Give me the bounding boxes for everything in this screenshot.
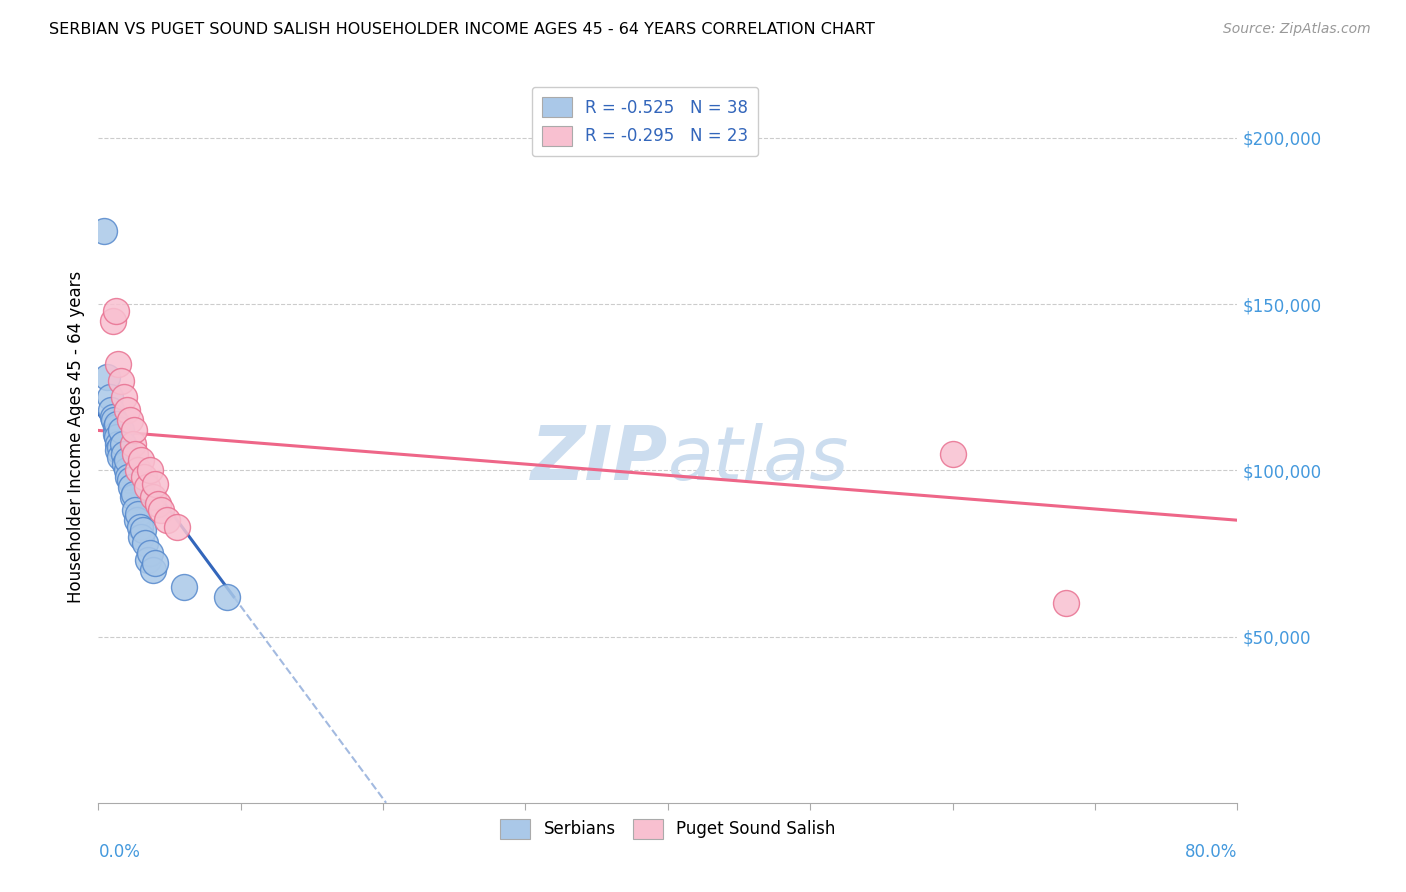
Point — [173, 580, 195, 594]
Point — [112, 390, 135, 404]
Point — [104, 420, 127, 434]
Point — [118, 413, 141, 427]
Point — [166, 520, 188, 534]
Y-axis label: Householder Income Ages 45 - 64 years: Householder Income Ages 45 - 64 years — [66, 271, 84, 603]
Point — [121, 490, 143, 504]
Point — [117, 470, 139, 484]
Point — [156, 513, 179, 527]
Point — [100, 403, 122, 417]
Point — [145, 476, 167, 491]
Text: 0.0%: 0.0% — [98, 843, 141, 861]
Point — [110, 424, 132, 438]
Point — [138, 463, 160, 477]
Point — [103, 413, 125, 427]
Point — [114, 457, 136, 471]
Point — [118, 473, 141, 487]
Point — [127, 507, 149, 521]
Point — [124, 447, 146, 461]
Point — [108, 450, 131, 464]
Point — [107, 443, 129, 458]
Point — [98, 390, 121, 404]
Point — [141, 490, 163, 504]
Point — [105, 417, 128, 431]
Point — [136, 553, 159, 567]
Text: Source: ZipAtlas.com: Source: ZipAtlas.com — [1223, 22, 1371, 37]
Point — [122, 424, 145, 438]
Point — [107, 357, 129, 371]
Point — [125, 513, 148, 527]
Point — [120, 480, 142, 494]
Point — [108, 440, 131, 454]
Point — [942, 447, 965, 461]
Point — [127, 463, 149, 477]
Point — [141, 563, 163, 577]
Point — [129, 530, 152, 544]
Point — [107, 436, 129, 450]
Text: SERBIAN VS PUGET SOUND SALISH HOUSEHOLDER INCOME AGES 45 - 64 YEARS CORRELATION : SERBIAN VS PUGET SOUND SALISH HOUSEHOLDE… — [49, 22, 875, 37]
Point — [138, 546, 160, 560]
Point — [115, 403, 138, 417]
Point — [112, 447, 135, 461]
Point — [134, 536, 156, 550]
Point — [132, 470, 155, 484]
Point — [121, 436, 143, 450]
Point — [93, 224, 115, 238]
Point — [96, 370, 118, 384]
Text: 80.0%: 80.0% — [1185, 843, 1237, 861]
Point — [115, 453, 138, 467]
Text: ZIP: ZIP — [530, 423, 668, 496]
Point — [131, 523, 153, 537]
Point — [150, 503, 173, 517]
Point — [135, 480, 157, 494]
Point — [101, 314, 124, 328]
Point — [1056, 596, 1078, 610]
Point — [145, 557, 167, 571]
Point — [128, 520, 150, 534]
Point — [115, 463, 138, 477]
Point — [104, 426, 127, 441]
Legend: Serbians, Puget Sound Salish: Serbians, Puget Sound Salish — [494, 812, 842, 846]
Point — [124, 503, 146, 517]
Point — [110, 374, 132, 388]
Point — [105, 430, 128, 444]
Text: atlas: atlas — [668, 423, 849, 495]
Point — [104, 303, 127, 318]
Point — [101, 410, 124, 425]
Point — [148, 497, 170, 511]
Point — [129, 453, 152, 467]
Point — [111, 436, 134, 450]
Point — [215, 590, 238, 604]
Point — [122, 486, 145, 500]
